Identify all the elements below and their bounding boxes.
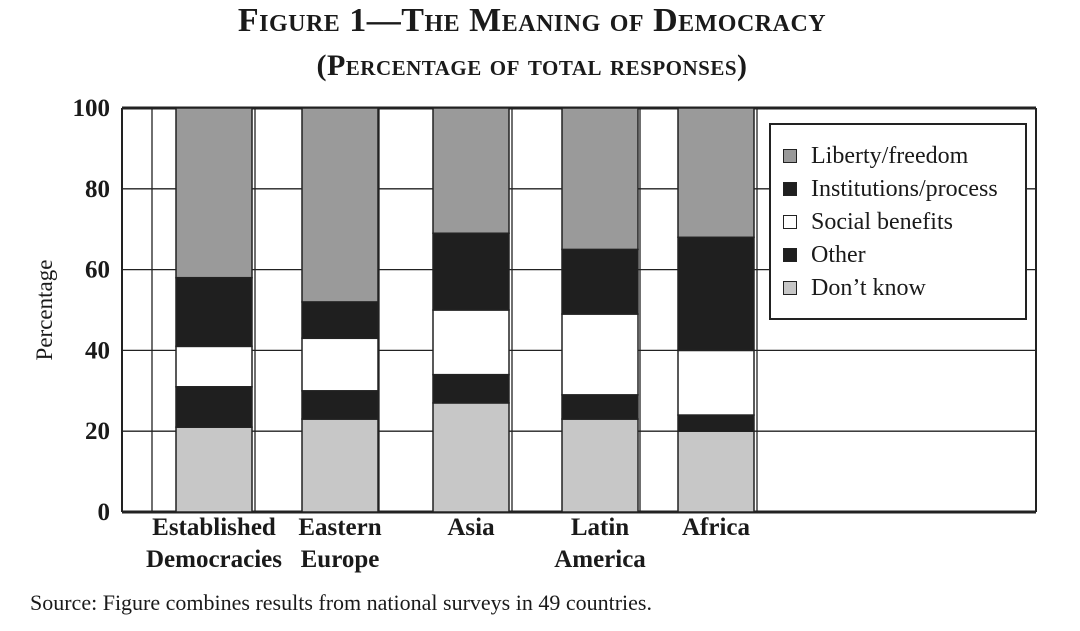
x-tick-label: Eastern Europe <box>298 514 382 573</box>
x-tick-label: Africa <box>681 514 751 541</box>
legend-item: Liberty/freedom <box>783 141 968 171</box>
y-tick-label: 60 <box>85 257 110 284</box>
legend-item: Institutions/process <box>783 174 998 204</box>
y-tick-label: 20 <box>85 418 110 445</box>
bar-segment-don-t-know <box>301 418 379 513</box>
legend-label: Other <box>811 241 866 268</box>
bar-segment-liberty-freedom <box>677 107 755 239</box>
x-tick-label: Latin America <box>554 514 646 573</box>
bar-segment-social-benefits <box>175 345 253 388</box>
legend-label: Institutions/process <box>811 175 998 202</box>
bar-segment-social-benefits <box>677 349 755 416</box>
source-note: Source: Figure combines results from nat… <box>30 590 652 615</box>
bar-segment-institutions-process <box>301 301 379 340</box>
y-tick-label: 40 <box>85 337 110 364</box>
legend-swatch <box>783 215 797 229</box>
bar-segment-liberty-freedom <box>175 107 253 279</box>
bar-segment-other <box>301 390 379 420</box>
bar-segment-liberty-freedom <box>561 107 639 251</box>
bar-segment-institutions-process <box>561 248 639 315</box>
x-tick-label: Established Democracies <box>145 514 283 573</box>
chart-legend: Liberty/freedom Institutions/process Socia… <box>769 123 1027 320</box>
legend-item: Don’t know <box>783 273 926 303</box>
bar-segment-institutions-process <box>175 276 253 348</box>
legend-label: Liberty/freedom <box>811 142 969 169</box>
bar-segment-other <box>561 394 639 420</box>
bar-segment-social-benefits <box>301 337 379 392</box>
y-tick-label: 100 <box>73 95 111 122</box>
chart-title: Figure 1—The Meaning of Democracy <box>237 2 827 39</box>
chart-subtitle: (Percentage of total responses) <box>316 49 748 82</box>
bar-segment-institutions-process <box>677 236 755 352</box>
legend-label: Don’t know <box>811 274 926 301</box>
bar-segment-don-t-know <box>561 418 639 513</box>
bar-segment-liberty-freedom <box>301 107 379 303</box>
legend-swatch <box>783 248 797 262</box>
bar-segment-don-t-know <box>175 426 253 513</box>
legend-item: Social benefits <box>783 207 953 237</box>
bar-segment-social-benefits <box>561 313 639 396</box>
legend-label: Social benefits <box>811 208 953 235</box>
legend-swatch <box>783 281 797 295</box>
bar-segment-other <box>432 373 510 404</box>
x-tick-label: Asia <box>447 514 495 541</box>
bar-segment-don-t-know <box>677 430 755 513</box>
y-tick-label: 0 <box>98 499 111 526</box>
y-axis-title: Percentage <box>32 260 57 361</box>
bar-segment-other <box>175 386 253 428</box>
bar-segment-liberty-freedom <box>432 107 510 234</box>
bar-segment-don-t-know <box>432 402 510 513</box>
legend-swatch <box>783 149 797 163</box>
bar-segment-institutions-process <box>432 232 510 311</box>
bar-segment-other <box>677 414 755 432</box>
bar-segment-social-benefits <box>432 309 510 376</box>
legend-item: Other <box>783 240 866 270</box>
y-tick-label: 80 <box>85 176 110 203</box>
legend-swatch <box>783 182 797 196</box>
